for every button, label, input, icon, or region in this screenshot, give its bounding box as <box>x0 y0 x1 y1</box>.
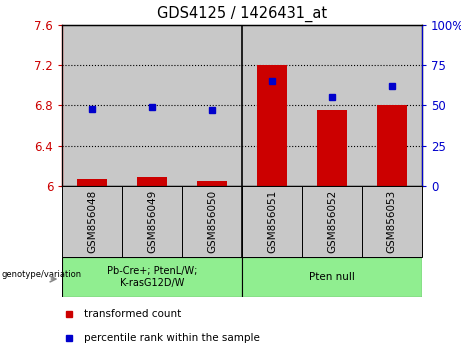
Bar <box>62 186 122 257</box>
Bar <box>242 186 302 257</box>
Bar <box>377 105 407 186</box>
Text: GSM856050: GSM856050 <box>207 190 217 253</box>
Bar <box>242 25 302 186</box>
Text: GSM856053: GSM856053 <box>387 190 397 253</box>
Bar <box>62 257 242 297</box>
Text: Pten null: Pten null <box>309 272 355 282</box>
Bar <box>182 186 242 257</box>
Bar <box>242 257 422 297</box>
Bar <box>257 65 287 186</box>
Bar <box>362 25 422 186</box>
Text: Pb-Cre+; PtenL/W;
K-rasG12D/W: Pb-Cre+; PtenL/W; K-rasG12D/W <box>107 266 197 288</box>
Text: GSM856048: GSM856048 <box>87 190 97 253</box>
Bar <box>77 179 107 186</box>
Bar <box>122 186 182 257</box>
Text: genotype/variation: genotype/variation <box>1 270 82 279</box>
Title: GDS4125 / 1426431_at: GDS4125 / 1426431_at <box>157 6 327 22</box>
Bar <box>182 25 242 186</box>
Text: GSM856049: GSM856049 <box>147 190 157 253</box>
Text: GSM856052: GSM856052 <box>327 190 337 253</box>
Text: transformed count: transformed count <box>84 309 181 319</box>
Bar <box>197 181 227 186</box>
Bar <box>317 110 347 186</box>
Bar <box>302 186 362 257</box>
Text: percentile rank within the sample: percentile rank within the sample <box>84 333 260 343</box>
Bar <box>62 25 122 186</box>
Bar <box>122 25 182 186</box>
Bar <box>362 186 422 257</box>
Bar <box>137 177 167 186</box>
Bar <box>302 25 362 186</box>
Text: GSM856051: GSM856051 <box>267 190 277 253</box>
